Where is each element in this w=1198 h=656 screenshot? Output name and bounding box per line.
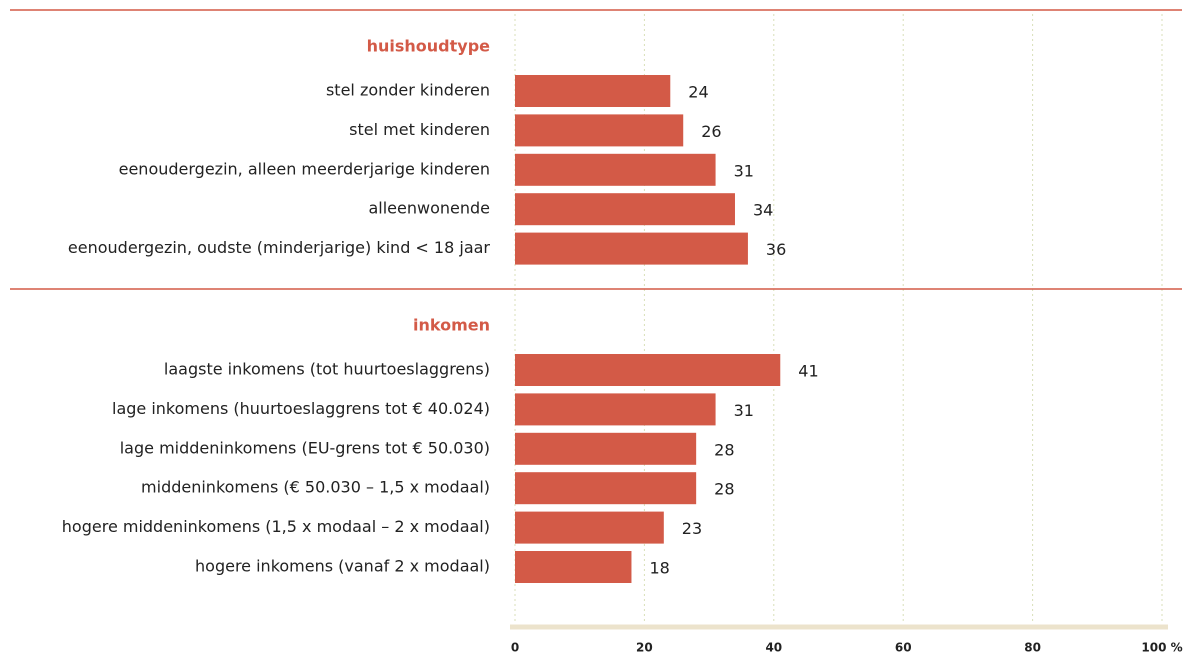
category-label: eenoudergezin, oudste (minderjarige) kin… — [68, 238, 491, 257]
value-label: 36 — [766, 240, 786, 259]
category-label: alleenwonende — [368, 199, 490, 218]
value-label: 28 — [714, 440, 734, 459]
x-tick-label: 60 — [895, 641, 912, 655]
category-label: stel met kinderen — [349, 120, 490, 139]
category-label: hogere middeninkomens (1,5 x modaal – 2 … — [62, 517, 490, 536]
bar — [515, 153, 716, 186]
bar — [515, 511, 664, 544]
value-label: 24 — [688, 83, 708, 102]
value-label: 41 — [798, 362, 818, 381]
x-tick-label: 0 — [511, 641, 519, 655]
value-label: 23 — [682, 519, 702, 538]
bar — [515, 75, 671, 107]
category-label: stel zonder kinderen — [326, 81, 490, 100]
bar — [515, 354, 781, 386]
bar — [515, 393, 716, 426]
value-label: 28 — [714, 480, 734, 499]
x-tick-label: 100 % — [1141, 641, 1182, 655]
category-label: laagste inkomens (tot huurtoeslaggrens) — [164, 360, 490, 379]
x-tick-label: 80 — [1024, 641, 1041, 655]
category-label: eenoudergezin, alleen meerderjarige kind… — [119, 159, 490, 178]
group-title: huishoudtype — [367, 37, 491, 56]
bar — [515, 232, 748, 265]
x-tick-label: 40 — [765, 641, 782, 655]
category-label: lage middeninkomens (EU-grens tot € 50.0… — [120, 438, 490, 457]
bar — [515, 472, 697, 505]
group-title: inkomen — [413, 316, 490, 335]
value-label: 26 — [701, 122, 721, 141]
bar — [515, 114, 684, 147]
bar — [515, 551, 632, 583]
value-label: 31 — [734, 401, 754, 420]
value-label: 31 — [734, 161, 754, 180]
x-tick-label: 20 — [636, 641, 653, 655]
value-label: 18 — [649, 559, 669, 578]
category-label: lage inkomens (huurtoeslaggrens tot € 40… — [112, 399, 490, 418]
category-label: middeninkomens (€ 50.030 – 1,5 x modaal) — [141, 478, 490, 497]
value-label: 34 — [753, 201, 773, 220]
bar — [515, 193, 735, 226]
bar — [515, 432, 697, 465]
category-label: hogere inkomens (vanaf 2 x modaal) — [195, 557, 490, 576]
